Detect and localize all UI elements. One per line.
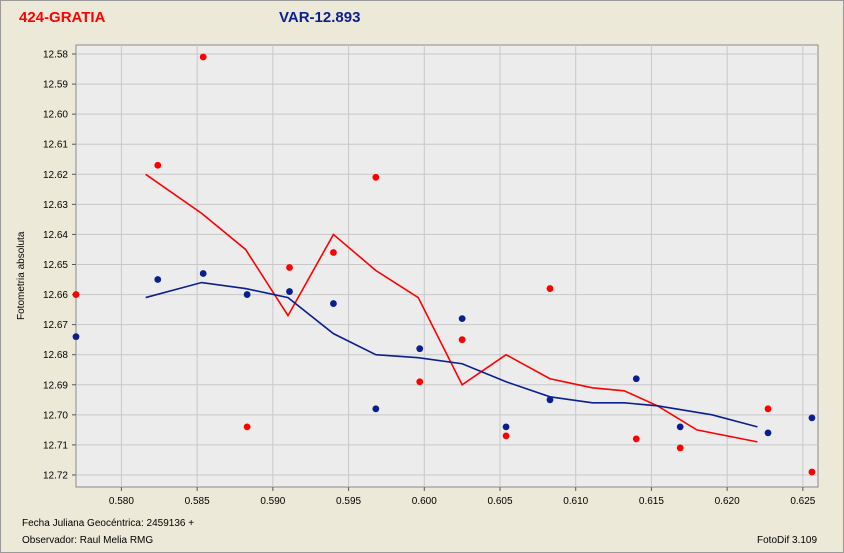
data-points: [72, 53, 816, 476]
y-tick-label: 12.59: [43, 80, 68, 91]
data-point-red: [458, 336, 466, 344]
data-point-blue: [546, 396, 554, 404]
object-title: 424-GRATIA: [19, 9, 106, 26]
data-point-red: [372, 173, 380, 181]
data-point-blue: [676, 423, 684, 431]
observer-text: Observador: Raul Melia RMG: [22, 535, 154, 546]
data-point-red: [330, 249, 337, 256]
y-tick-label: 12.67: [43, 320, 68, 331]
data-point-red: [764, 405, 772, 413]
grid-lines: [72, 45, 818, 491]
data-point-blue: [372, 405, 380, 413]
y-tick-label: 12.63: [43, 200, 68, 211]
x-tick-label: 0.595: [336, 496, 361, 507]
julian-date-text: Fecha Juliana Geocéntrica: 2459136 +: [22, 518, 195, 529]
data-point-red: [502, 432, 510, 440]
y-tick-label: 12.66: [43, 290, 68, 301]
data-point-red: [243, 423, 251, 431]
software-version: FotoDif 3.109: [757, 535, 818, 546]
data-point-blue: [458, 315, 466, 323]
data-point-red: [676, 444, 684, 452]
trend-line-blue: [145, 281, 758, 428]
x-tick-label: 0.590: [260, 496, 285, 507]
data-point-red: [546, 285, 554, 292]
y-tick-label: 12.60: [43, 110, 68, 121]
data-point-blue: [808, 414, 816, 422]
data-point-blue: [243, 291, 251, 298]
x-tick-label: 0.625: [790, 496, 815, 507]
y-tick-label: 12.71: [43, 440, 68, 451]
data-point-red: [808, 468, 816, 476]
y-tick-label: 12.58: [43, 50, 68, 61]
data-point-blue: [416, 345, 424, 353]
data-point-blue: [286, 288, 293, 295]
data-point-blue: [764, 429, 772, 437]
x-tick-label: 0.605: [487, 496, 512, 507]
x-tick-label: 0.620: [715, 496, 740, 507]
data-point-red: [632, 435, 640, 443]
y-tick-label: 12.61: [43, 140, 68, 151]
data-point-blue: [632, 375, 640, 383]
data-point-blue: [72, 333, 80, 341]
trend-line-red: [145, 173, 758, 443]
x-tick-label: 0.585: [185, 496, 210, 507]
data-point-blue: [199, 270, 207, 277]
x-tick-labels: 0.580 0.585 0.590 0.595 0.600 0.605 0.610 0.615…: [109, 496, 816, 507]
y-axis-label: Fotometria absoluta: [16, 231, 27, 320]
data-point-red: [416, 378, 424, 386]
data-point-red: [286, 264, 293, 271]
y-tick-labels: 12.58 12.59 12.60 12.61 12.62 12.63 12.64 12.65…: [43, 50, 68, 482]
x-tick-label: 0.610: [563, 496, 588, 507]
trend-lines: [145, 173, 758, 443]
data-point-red: [72, 291, 80, 298]
data-point-blue: [502, 423, 510, 431]
x-tick-label: 0.600: [412, 496, 437, 507]
y-tick-label: 12.65: [43, 260, 68, 271]
x-tick-label: 0.580: [109, 496, 134, 507]
y-tick-label: 12.69: [43, 380, 68, 391]
data-point-blue: [154, 276, 162, 283]
y-tick-label: 12.70: [43, 410, 68, 421]
y-tick-label: 12.62: [43, 170, 68, 181]
y-tick-label: 12.68: [43, 350, 68, 361]
y-tick-label: 12.72: [43, 470, 68, 481]
y-tick-label: 12.64: [43, 230, 68, 241]
variable-title: VAR-12.893: [279, 9, 361, 26]
data-point-red: [199, 53, 207, 61]
data-point-blue: [330, 300, 337, 307]
x-tick-label: 0.615: [639, 496, 664, 507]
plot-area: [75, 44, 819, 488]
data-point-red: [154, 161, 162, 169]
